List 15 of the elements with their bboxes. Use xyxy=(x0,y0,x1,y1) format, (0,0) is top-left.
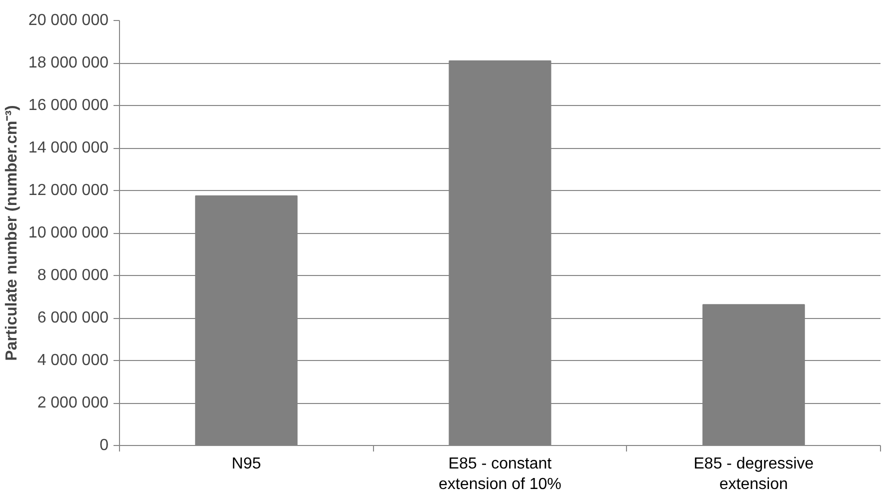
y-tick-label: 0 xyxy=(100,437,109,454)
y-tick-label: 16 000 000 xyxy=(28,97,109,114)
y-tick-label: 18 000 000 xyxy=(28,54,109,72)
x-tick-label: E85 - degressive extension xyxy=(694,456,814,493)
y-tick-label: 14 000 000 xyxy=(28,140,109,156)
y-tick-label: 2 000 000 xyxy=(37,394,109,412)
y-tick-label: 8 000 000 xyxy=(37,267,109,284)
y-tick-label: 10 000 000 xyxy=(28,224,109,242)
y-tick-label: 6 000 000 xyxy=(37,310,109,326)
x-tick-label: E85 - constant extension of 10% xyxy=(438,456,562,493)
y-tick-label: 12 000 000 xyxy=(28,182,109,199)
y-axis-title: Particulate number (number.cm⁻³) xyxy=(3,105,20,361)
y-tick-label: 20 000 000 xyxy=(28,12,109,29)
y-tick-label: 4 000 000 xyxy=(37,352,109,369)
x-tick-label: N95 xyxy=(232,456,262,472)
